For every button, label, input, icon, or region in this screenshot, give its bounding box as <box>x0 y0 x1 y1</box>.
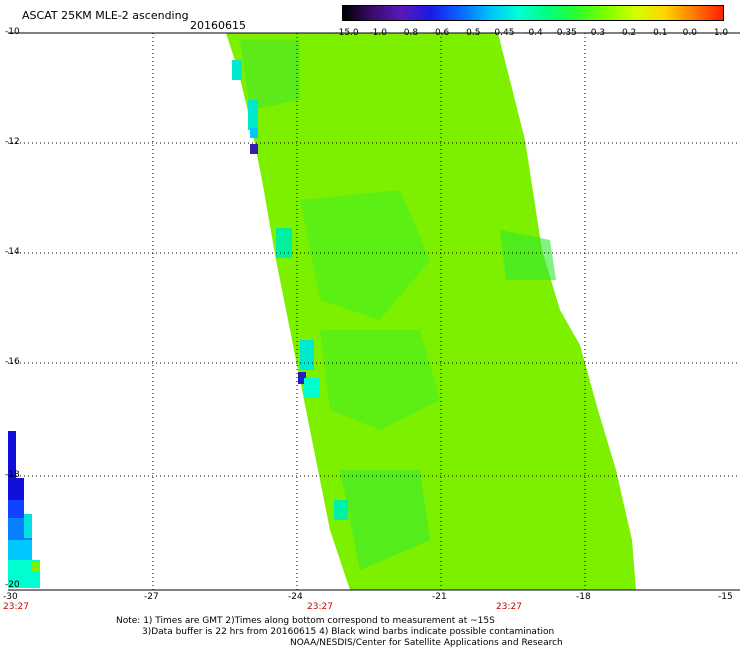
colorbar-tick-label: 0.0 <box>682 28 697 38</box>
y-tick-label: -20 <box>5 580 20 590</box>
footer-note-3: NOAA/NESDIS/Center for Satellite Applica… <box>290 638 563 648</box>
time-label: 23:27 <box>496 602 522 612</box>
map-date: 20160615 <box>190 19 246 32</box>
y-tick-label: -18 <box>5 470 20 480</box>
y-tick-label: -12 <box>5 137 20 147</box>
colorbar-tick-label: -0.45 <box>491 28 515 38</box>
colorbar-tick-label: -1.0 <box>369 28 387 38</box>
colorbar-tick-label: -0.6 <box>431 28 450 38</box>
colorbar-tick-label: -0.8 <box>400 28 419 38</box>
x-tick-label: -21 <box>432 592 447 602</box>
x-tick-label: -30 <box>3 592 18 602</box>
colorbar-tick-label: -15.0 <box>335 28 359 38</box>
map-title: ASCAT 25KM MLE-2 ascending <box>22 9 189 22</box>
time-label: 23:27 <box>3 602 29 612</box>
y-tick-label: -10 <box>5 27 20 37</box>
swath-main <box>226 33 636 590</box>
colorbar-tick-label: -0.35 <box>553 28 577 38</box>
colorbar-tick-label: -0.2 <box>618 28 637 38</box>
x-tick-label: -15 <box>718 592 733 602</box>
time-label: 23:27 <box>307 602 333 612</box>
y-tick-label: -14 <box>5 247 20 257</box>
gridlines <box>8 33 740 590</box>
x-tick-label: -24 <box>288 592 303 602</box>
footer-note-1: Note: 1) Times are GMT 2)Times along bot… <box>116 616 495 626</box>
colorbar <box>342 5 724 21</box>
colorbar-tick-label: -0.1 <box>649 28 668 38</box>
footer-note-2: 3)Data buffer is 22 hrs from 20160615 4)… <box>142 627 555 637</box>
colorbar-tick-label: -0.5 <box>462 28 481 38</box>
x-tick-label: -18 <box>576 592 591 602</box>
colorbar-tick-label: -0.3 <box>587 28 606 38</box>
y-tick-label: -16 <box>5 357 20 367</box>
colorbar-tick-label: 1.0 <box>713 28 729 38</box>
swath-left <box>8 431 40 588</box>
colorbar-tick-label: -0.4 <box>525 28 543 38</box>
x-tick-label: -27 <box>144 592 159 602</box>
